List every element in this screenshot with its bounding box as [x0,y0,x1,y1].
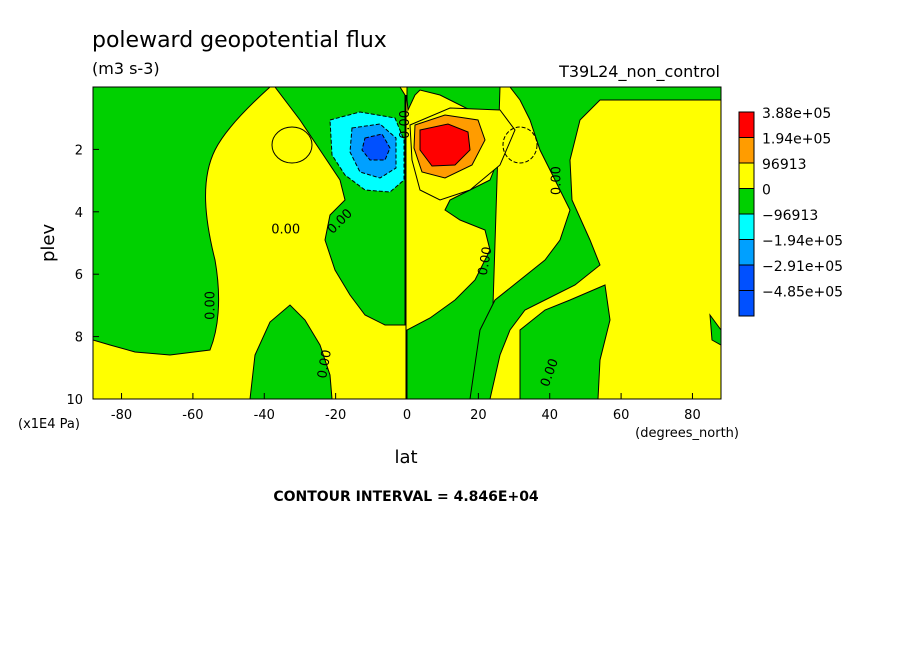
y-tick-label: 8 [75,331,83,346]
contour-oval-north [502,126,538,164]
y-axis-title: plev [38,223,59,262]
contour-oval-south [271,126,313,164]
y-axis: 2 4 6 8 10 [66,143,99,408]
core-neg-deep [361,133,391,161]
colorbar-label: 0 [762,183,771,199]
x-axis-title: lat [394,447,417,468]
contour-labels: 0.000.000.000.000.000.000.000.00 [203,110,564,389]
colorbar-swatch [738,188,755,215]
colorbar-label: 3.88e+05 [762,106,831,122]
y-tick-label: 4 [75,206,83,221]
x-tick-label: 0 [403,408,411,423]
colorbar-label: −4.85e+05 [762,285,843,301]
x-tick-label: 80 [684,408,701,423]
core-pos-red [419,123,471,167]
region-north-far-lower [519,284,611,400]
colorbar-label: 96913 [762,157,807,173]
colorbar-swatch [738,162,755,189]
colorbar: 3.88e+05 1.94e+05 96913 0 −96913 −1.94e+05 −2.… [738,106,843,317]
minor-contours [271,95,538,399]
x-tick-label: -40 [254,408,275,423]
x-tick-label: -80 [111,408,132,423]
colorbar-label: −96913 [762,208,818,224]
colorbar-swatch [738,111,755,138]
negative-regions [92,86,722,400]
chart-title: poleward geopotential flux [92,28,387,53]
region-north-polar [469,86,722,400]
colorbar-label: 1.94e+05 [762,132,831,148]
y-tick-label: 10 [66,393,83,408]
y-axis-units: (x1E4 Pa) [18,417,80,432]
region-south-polar [92,86,272,356]
colorbar-swatch [738,213,755,240]
region-south-mid-lower [249,304,333,400]
colorbar-swatch [738,137,755,164]
x-tick-label: 40 [541,408,558,423]
colorbar-label: −1.94e+05 [762,234,843,250]
colorbar-swatch [738,239,755,266]
contour-label: 0.00 [398,110,413,139]
contour-label: 0.00 [476,246,496,277]
contour-label: 0.00 [271,223,300,238]
colorbar-label: −2.91e+05 [762,259,843,275]
x-tick-label: -60 [182,408,203,423]
positive-core [409,107,516,201]
y-tick-label: 6 [75,268,83,283]
negative-core [329,111,405,193]
chart-units: (m3 s-3) [92,59,160,78]
colorbar-swatch [738,290,755,317]
run-label: T39L24_non_control [558,62,720,82]
x-axis: -80 -60 -40 -20 0 20 40 60 80 [111,393,701,423]
x-tick-label: 60 [613,408,630,423]
contour-label: 0.00 [203,291,218,320]
y-tick-label: 2 [75,143,83,158]
x-tick-label: -20 [325,408,346,423]
contour-label: 0.00 [549,166,564,195]
contour-interval: CONTOUR INTERVAL = 4.846E+04 [273,489,539,505]
contour-label: 0.00 [315,349,335,380]
x-axis-units: (degrees_north) [635,426,739,441]
colorbar-swatch [738,264,755,291]
x-tick-label: 20 [470,408,487,423]
